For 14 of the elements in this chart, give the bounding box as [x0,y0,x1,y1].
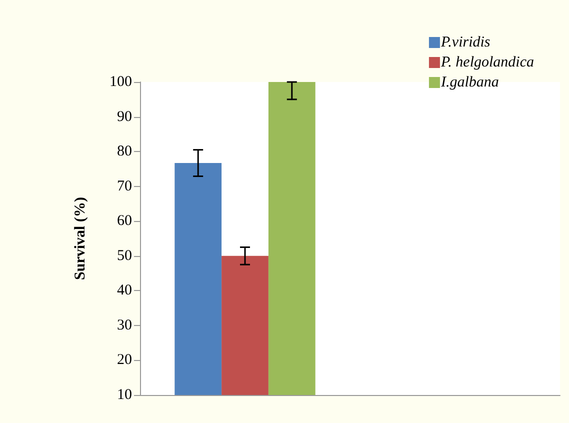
legend-label: P. helgolandica [440,54,534,70]
y-tick-label: 100 [110,74,132,90]
legend-label: I.galbana [440,74,499,90]
y-tick-label: 20 [117,352,132,368]
y-tick-label: 70 [117,178,132,194]
y-tick-label: 50 [117,248,132,264]
y-tick-label: 10 [117,387,132,403]
y-axis-title: Survival (%) [72,197,88,280]
y-tick-label: 30 [117,317,132,334]
y-tick-label: 60 [117,213,132,230]
y-tick-label: 90 [117,108,132,125]
y-tick-label: 80 [117,144,132,160]
legend-label: P.viridis [440,34,490,50]
y-tick-label: 40 [117,282,132,299]
